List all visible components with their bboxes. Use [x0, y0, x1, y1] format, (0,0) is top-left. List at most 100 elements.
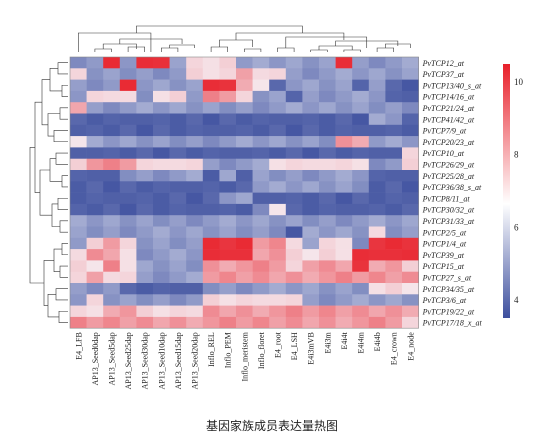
heatmap-cell	[335, 158, 353, 171]
heatmap-cell	[285, 294, 303, 306]
column-label: E4_LFB	[74, 332, 83, 360]
heatmap-cell	[252, 57, 270, 69]
heatmap-cell	[136, 136, 154, 148]
heatmap-cell	[186, 271, 204, 284]
heatmap-cell	[169, 305, 187, 318]
heatmap-cell	[352, 102, 370, 114]
heatmap-cell	[385, 316, 403, 329]
heatmap-cell	[119, 90, 137, 103]
heatmap-cell	[352, 316, 370, 329]
heatmap-cell	[368, 170, 386, 182]
heatmap-cell	[285, 305, 303, 318]
heatmap-cell	[352, 294, 370, 306]
heatmap-cell	[153, 124, 170, 137]
heatmap-cell	[86, 305, 104, 318]
row-label: PvTCP39_at	[422, 251, 465, 260]
heatmap-cell	[70, 170, 87, 182]
heatmap-cell	[236, 170, 253, 182]
heatmap-cell	[70, 181, 87, 193]
column-label: E4i3mVB	[307, 332, 316, 364]
column-label: E4i4b	[373, 332, 382, 351]
heatmap-cell	[385, 260, 403, 272]
column-label: E4_node	[406, 332, 415, 361]
row-label: PvTCP19/22_at	[422, 307, 475, 316]
heatmap-cell	[186, 260, 204, 272]
heatmap-cell	[119, 192, 137, 205]
dendrogram-branch	[235, 32, 345, 40]
heatmap-cell	[319, 170, 336, 182]
heatmap-cell	[153, 181, 170, 193]
heatmap-cell	[368, 158, 386, 171]
heatmap-cell	[202, 316, 220, 329]
heatmap-cell	[319, 260, 336, 272]
heatmap-cell	[219, 79, 237, 92]
heatmap-cell	[136, 90, 154, 103]
heatmap-cell	[86, 170, 104, 182]
heatmap-cell	[70, 260, 87, 272]
heatmap-cell	[385, 294, 403, 306]
heatmap-cell	[202, 283, 220, 295]
heatmap-cell	[319, 237, 336, 250]
heatmap-cell	[86, 136, 104, 148]
heatmap-cell	[119, 260, 137, 272]
heatmap-cell	[219, 102, 237, 114]
heatmap-cell	[335, 136, 353, 148]
column-label: AP13_Seed25dap	[124, 332, 133, 389]
heatmap-cell	[153, 260, 170, 272]
dendrogram-branch	[51, 203, 60, 227]
heatmap-cell	[202, 271, 220, 284]
heatmap-cell	[202, 260, 220, 272]
heatmap-cell	[252, 305, 270, 318]
heatmap-cell	[103, 124, 121, 137]
heatmap-cell	[169, 249, 187, 261]
heatmap-cell	[136, 237, 154, 250]
heatmap-cell	[368, 124, 386, 137]
heatmap-cell	[136, 68, 154, 80]
heatmap-cell	[319, 192, 336, 205]
heatmap-cell	[70, 249, 87, 261]
heatmap-cell	[219, 90, 237, 103]
heatmap-cell	[186, 192, 204, 205]
heatmap-cell	[202, 136, 220, 148]
heatmap-cell	[186, 102, 204, 114]
dendrogram-branch	[210, 46, 228, 52]
heatmap-cell	[70, 79, 87, 92]
heatmap-cell	[70, 124, 87, 137]
dendrogram-branch	[285, 36, 368, 48]
heatmap-cell	[352, 147, 370, 159]
heatmap-cell	[136, 294, 154, 306]
heatmap-cell	[236, 136, 253, 148]
heatmap-cell	[302, 102, 320, 114]
heatmap-cell	[103, 305, 121, 318]
row-label: PvTCP14/16_at	[422, 93, 475, 102]
dendrogram-branch	[53, 248, 62, 273]
heatmap-cell	[335, 181, 353, 193]
heatmap-cell	[368, 316, 386, 329]
heatmap-cell	[202, 249, 220, 261]
dendrogram-branch	[58, 310, 68, 323]
heatmap-cell	[86, 260, 104, 272]
heatmap-cell	[402, 90, 419, 103]
heatmap-cell	[202, 192, 220, 205]
heatmap-cell	[153, 271, 170, 284]
heatmap-cell	[252, 271, 270, 284]
heatmap-cell	[252, 260, 270, 272]
heatmap-cell	[219, 192, 237, 205]
heatmap-cell	[302, 90, 320, 103]
heatmap-cell	[103, 79, 121, 92]
heatmap-cell	[302, 260, 320, 272]
heatmap-cell	[70, 215, 87, 227]
row-label: PvTCP1/4_at	[422, 240, 467, 249]
heatmap-cell	[169, 102, 187, 114]
heatmap-cell	[103, 102, 121, 114]
heatmap-cell	[169, 90, 187, 103]
heatmap-cell	[219, 260, 237, 272]
heatmap-cell	[186, 203, 204, 216]
heatmap-cell	[285, 283, 303, 295]
heatmap-cell	[368, 147, 386, 159]
heatmap-cell	[219, 249, 237, 261]
heatmap-cell	[368, 102, 386, 114]
heatmap-cell	[236, 203, 253, 216]
heatmap-cell	[368, 305, 386, 318]
heatmap-cell	[136, 249, 154, 261]
